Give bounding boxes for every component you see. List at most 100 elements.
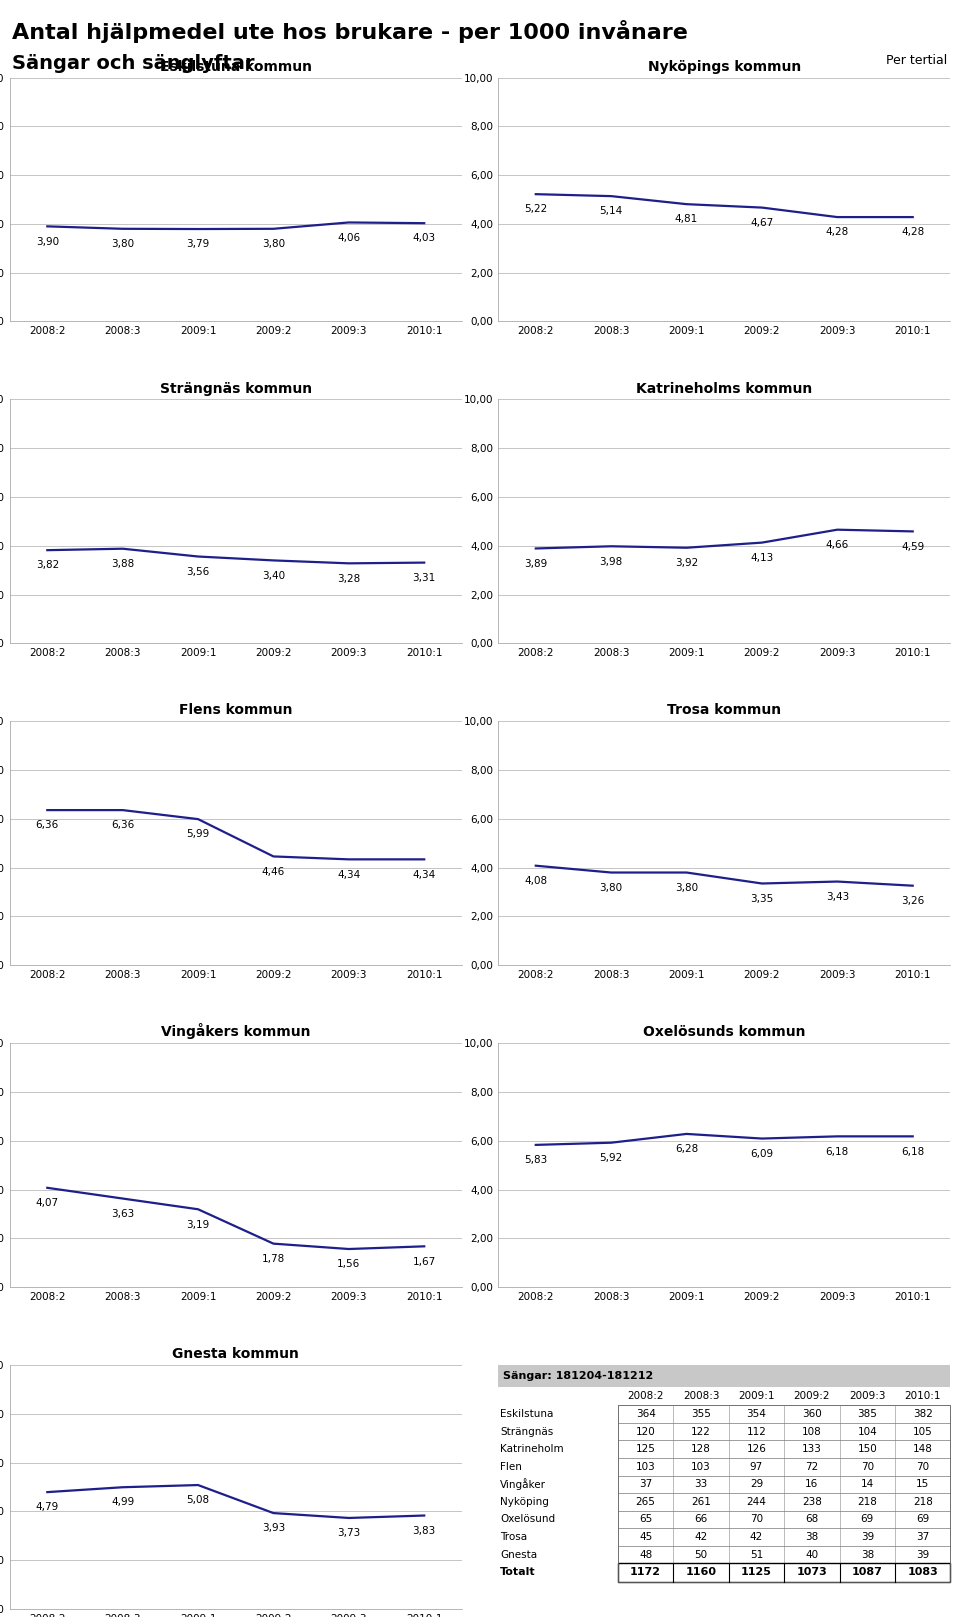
- Text: 104: 104: [857, 1426, 877, 1436]
- Text: 48: 48: [639, 1549, 652, 1559]
- Text: 14: 14: [861, 1480, 874, 1489]
- Text: 3,80: 3,80: [675, 883, 698, 893]
- Text: 1125: 1125: [741, 1567, 772, 1578]
- Text: 5,08: 5,08: [186, 1496, 209, 1505]
- Text: 4,67: 4,67: [751, 218, 774, 228]
- Bar: [618, 1476, 950, 1492]
- Text: 364: 364: [636, 1408, 656, 1420]
- Text: 3,82: 3,82: [36, 561, 59, 571]
- Text: 4,13: 4,13: [751, 553, 774, 563]
- Title: Oxelösunds kommun: Oxelösunds kommun: [643, 1025, 805, 1040]
- Text: 238: 238: [802, 1497, 822, 1507]
- Title: Trosa kommun: Trosa kommun: [667, 703, 781, 718]
- Text: 72: 72: [805, 1462, 819, 1471]
- Text: 354: 354: [747, 1408, 766, 1420]
- Text: 218: 218: [913, 1497, 932, 1507]
- Text: 360: 360: [802, 1408, 822, 1420]
- Text: 3,79: 3,79: [186, 239, 209, 249]
- Text: 261: 261: [691, 1497, 711, 1507]
- Text: 4,66: 4,66: [826, 540, 849, 550]
- Text: 39: 39: [916, 1549, 929, 1559]
- Text: 3,73: 3,73: [337, 1528, 360, 1538]
- Text: 3,35: 3,35: [751, 894, 774, 904]
- Bar: [618, 1564, 950, 1581]
- Text: 5,14: 5,14: [600, 207, 623, 217]
- Bar: [618, 1405, 950, 1423]
- Text: 68: 68: [805, 1515, 819, 1525]
- Text: 3,26: 3,26: [901, 896, 924, 906]
- Text: Katrineholm: Katrineholm: [500, 1444, 564, 1454]
- Text: 50: 50: [694, 1549, 708, 1559]
- Text: 355: 355: [691, 1408, 711, 1420]
- Text: 4,99: 4,99: [111, 1497, 134, 1507]
- Text: Per tertial: Per tertial: [886, 53, 948, 68]
- Text: 122: 122: [691, 1426, 711, 1436]
- Text: 385: 385: [857, 1408, 877, 1420]
- Title: Vingåkers kommun: Vingåkers kommun: [161, 1024, 310, 1040]
- Text: 1083: 1083: [907, 1567, 938, 1578]
- Text: 45: 45: [639, 1531, 652, 1543]
- Text: 3,40: 3,40: [262, 571, 285, 581]
- Text: 4,08: 4,08: [524, 876, 547, 886]
- Text: 3,88: 3,88: [111, 559, 134, 569]
- Text: 40: 40: [805, 1549, 819, 1559]
- Text: 3,19: 3,19: [186, 1219, 209, 1229]
- Text: 128: 128: [691, 1444, 711, 1454]
- Title: Strängnäs kommun: Strängnäs kommun: [159, 382, 312, 396]
- Text: 3,56: 3,56: [186, 566, 209, 577]
- Text: 108: 108: [802, 1426, 822, 1436]
- Text: 37: 37: [639, 1480, 652, 1489]
- Text: 66: 66: [694, 1515, 708, 1525]
- Text: 70: 70: [916, 1462, 929, 1471]
- Text: 1,78: 1,78: [262, 1253, 285, 1264]
- Text: 6,28: 6,28: [675, 1145, 698, 1155]
- Text: 103: 103: [691, 1462, 711, 1471]
- Text: 2008:2: 2008:2: [628, 1391, 664, 1402]
- Bar: [618, 1405, 950, 1581]
- Text: 105: 105: [913, 1426, 932, 1436]
- Text: 1,56: 1,56: [337, 1260, 360, 1269]
- Text: 6,36: 6,36: [36, 820, 59, 831]
- Text: 5,92: 5,92: [600, 1153, 623, 1163]
- Text: 4,03: 4,03: [413, 233, 436, 244]
- Text: Nyköping: Nyköping: [500, 1497, 549, 1507]
- Text: 1,67: 1,67: [413, 1256, 436, 1266]
- Text: 3,92: 3,92: [675, 558, 698, 568]
- Text: Totalt: Totalt: [500, 1567, 536, 1578]
- Text: 120: 120: [636, 1426, 656, 1436]
- Text: Antal hjälpmedel ute hos brukare - per 1000 invånare: Antal hjälpmedel ute hos brukare - per 1…: [12, 19, 688, 44]
- Text: 6,09: 6,09: [751, 1148, 774, 1159]
- Bar: [618, 1492, 950, 1510]
- Bar: [618, 1546, 950, 1564]
- Text: 3,98: 3,98: [600, 556, 623, 566]
- Bar: [498, 1365, 950, 1387]
- Text: 5,22: 5,22: [524, 204, 547, 215]
- Text: 3,83: 3,83: [413, 1526, 436, 1536]
- Title: Flens kommun: Flens kommun: [179, 703, 293, 718]
- Text: 1073: 1073: [797, 1567, 828, 1578]
- Text: 6,36: 6,36: [111, 820, 134, 831]
- Text: 265: 265: [636, 1497, 656, 1507]
- Text: 1172: 1172: [630, 1567, 661, 1578]
- Text: 38: 38: [805, 1531, 819, 1543]
- Text: 16: 16: [805, 1480, 819, 1489]
- Text: 3,80: 3,80: [600, 883, 623, 893]
- Text: Gnesta: Gnesta: [500, 1549, 538, 1559]
- Title: Katrineholms kommun: Katrineholms kommun: [636, 382, 812, 396]
- Text: 15: 15: [916, 1480, 929, 1489]
- Text: 4,46: 4,46: [262, 867, 285, 876]
- Text: 42: 42: [694, 1531, 708, 1543]
- Text: 4,81: 4,81: [675, 215, 698, 225]
- Text: Trosa: Trosa: [500, 1531, 527, 1543]
- Text: 4,34: 4,34: [337, 870, 360, 880]
- Text: 2009:3: 2009:3: [849, 1391, 885, 1402]
- Text: 4,28: 4,28: [901, 228, 924, 238]
- Text: 125: 125: [636, 1444, 656, 1454]
- Text: Sängar: 181204-181212: Sängar: 181204-181212: [503, 1371, 653, 1381]
- Text: 4,34: 4,34: [413, 870, 436, 880]
- Text: 3,80: 3,80: [262, 239, 285, 249]
- Text: 70: 70: [861, 1462, 874, 1471]
- Text: 112: 112: [747, 1426, 766, 1436]
- Text: 3,43: 3,43: [826, 893, 849, 902]
- Text: 97: 97: [750, 1462, 763, 1471]
